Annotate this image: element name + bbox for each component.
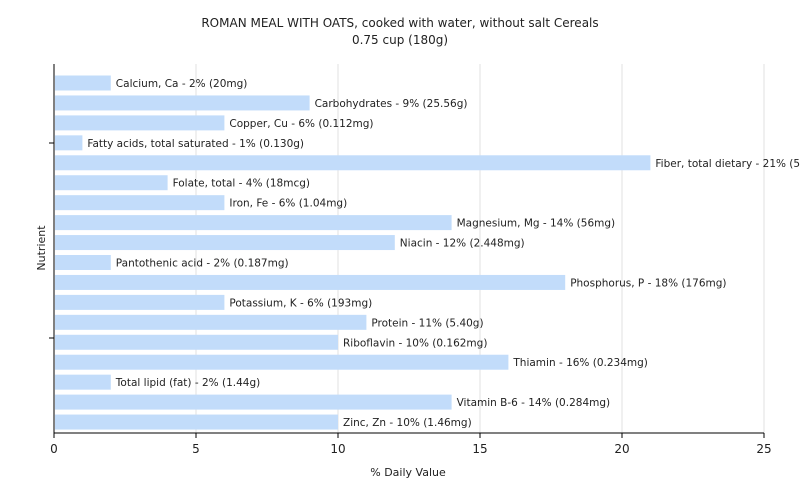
bar [55, 215, 452, 231]
x-tick-labels: 0 5 10 15 20 25 [50, 433, 772, 456]
bar-label: Protein - 11% (5.40g) [371, 317, 483, 329]
bar-label: Thiamin - 16% (0.234mg) [512, 357, 648, 369]
bar [55, 135, 83, 151]
bar-series: Calcium, Ca - 2% (20mg) Carbohydrates - 9… [55, 75, 800, 430]
chart-subtitle: 0.75 cup (180g) [352, 33, 448, 47]
bar [55, 195, 225, 211]
x-tick-label: 5 [192, 442, 200, 456]
bar-label: Total lipid (fat) - 2% (1.44g) [115, 377, 260, 389]
y-axis-title: Nutrient [35, 225, 48, 271]
bar-label: Pantothenic acid - 2% (0.187mg) [116, 258, 289, 270]
bar [55, 314, 367, 330]
x-tick-label: 10 [330, 442, 345, 456]
bar [55, 354, 509, 370]
bar-label: Fatty acids, total saturated - 1% (0.130… [87, 138, 304, 150]
bar-label: Copper, Cu - 6% (0.112mg) [229, 118, 373, 130]
bar [55, 274, 566, 290]
bar-label: Phosphorus, P - 18% (176mg) [570, 277, 726, 289]
bar-label: Iron, Fe - 6% (1.04mg) [229, 198, 347, 210]
bar [55, 95, 310, 111]
x-tick-label: 0 [50, 442, 58, 456]
bar-label: Folate, total - 4% (18mcg) [173, 178, 310, 190]
bar [55, 394, 452, 410]
bar-label: Fiber, total dietary - 21% (5.2g) [655, 158, 800, 170]
bar-label: Potassium, K - 6% (193mg) [229, 297, 372, 309]
x-tick-label: 15 [472, 442, 487, 456]
bar [55, 374, 111, 390]
bar [55, 155, 651, 171]
bar [55, 235, 395, 251]
bar [55, 334, 338, 350]
bar-label: Riboflavin - 10% (0.162mg) [343, 337, 487, 349]
bar-label: Niacin - 12% (2.448mg) [400, 238, 525, 250]
bar [55, 414, 338, 430]
x-tick-label: 20 [614, 442, 629, 456]
bar [55, 175, 168, 191]
bar-label: Carbohydrates - 9% (25.56g) [315, 98, 468, 110]
bar [55, 75, 111, 91]
axes [49, 64, 764, 434]
bar-label: Magnesium, Mg - 14% (56mg) [457, 218, 616, 230]
bar [55, 294, 225, 310]
bar-label: Vitamin B-6 - 14% (0.284mg) [457, 397, 611, 409]
bar [55, 255, 111, 270]
bar-label: Calcium, Ca - 2% (20mg) [116, 78, 248, 90]
x-tick-label: 25 [756, 442, 771, 456]
bar [55, 115, 225, 131]
chart-title: ROMAN MEAL WITH OATS, cooked with water,… [201, 16, 598, 30]
bar-label: Zinc, Zn - 10% (1.46mg) [343, 417, 472, 429]
x-axis-title: % Daily Value [370, 466, 446, 479]
